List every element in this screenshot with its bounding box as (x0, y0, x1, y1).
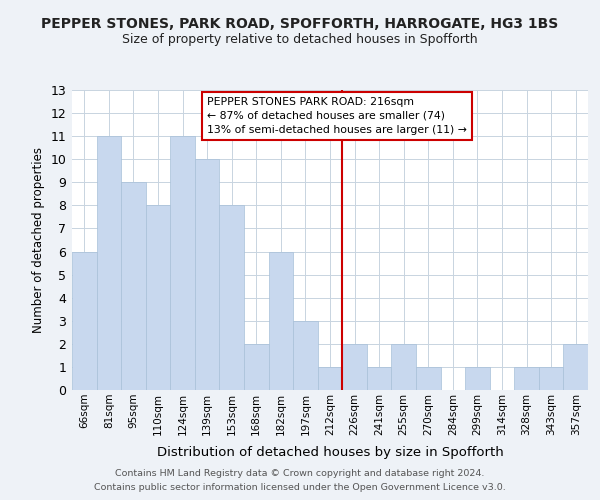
Bar (539, 367, 563, 390)
Bar (465, 367, 490, 390)
Bar (514, 367, 539, 390)
Bar (563, 344, 588, 390)
Bar (97, 136, 121, 390)
Bar (416, 367, 440, 390)
Bar (342, 344, 367, 390)
X-axis label: Distribution of detached houses by size in Spofforth: Distribution of detached houses by size … (157, 446, 503, 459)
Bar (269, 252, 293, 390)
Text: PEPPER STONES, PARK ROAD, SPOFFORTH, HARROGATE, HG3 1BS: PEPPER STONES, PARK ROAD, SPOFFORTH, HAR… (41, 18, 559, 32)
Text: Size of property relative to detached houses in Spofforth: Size of property relative to detached ho… (122, 32, 478, 46)
Bar (293, 321, 318, 390)
Bar (146, 206, 170, 390)
Text: PEPPER STONES PARK ROAD: 216sqm
← 87% of detached houses are smaller (74)
13% of: PEPPER STONES PARK ROAD: 216sqm ← 87% of… (207, 97, 467, 135)
Bar (391, 344, 416, 390)
Text: Contains public sector information licensed under the Open Government Licence v3: Contains public sector information licen… (94, 484, 506, 492)
Bar (195, 159, 220, 390)
Text: Contains HM Land Registry data © Crown copyright and database right 2024.: Contains HM Land Registry data © Crown c… (115, 468, 485, 477)
Bar (72, 252, 97, 390)
Bar (170, 136, 195, 390)
Bar (367, 367, 391, 390)
Y-axis label: Number of detached properties: Number of detached properties (32, 147, 45, 333)
Bar (318, 367, 342, 390)
Bar (121, 182, 146, 390)
Bar (220, 206, 244, 390)
Bar (244, 344, 269, 390)
